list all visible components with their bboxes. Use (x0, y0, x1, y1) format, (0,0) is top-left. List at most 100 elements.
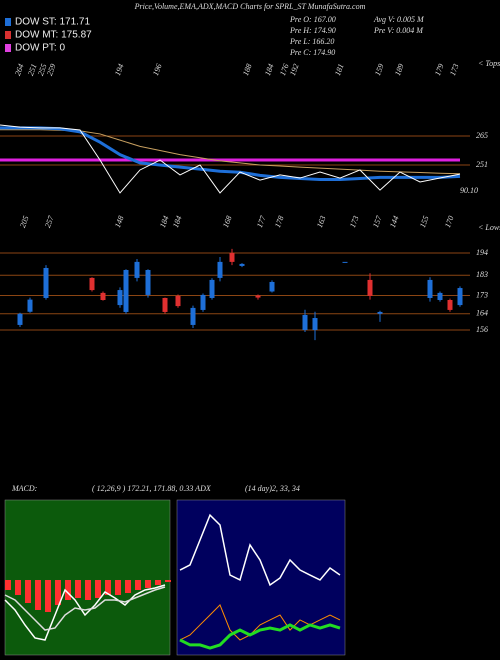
macd-bar (15, 580, 21, 595)
low-label: 257 (43, 214, 56, 229)
candle-body (134, 261, 140, 278)
top-label: 259 (45, 63, 58, 77)
axis-label: 194 (476, 248, 488, 257)
candle-body (43, 267, 49, 298)
axis-label: 265 (476, 131, 488, 140)
macd-bar (105, 580, 111, 595)
low-label: 148 (113, 215, 126, 229)
macd-params: ( 12,26,9 ) 172.21, 171.88, 0.33 ADX (92, 484, 212, 493)
candle-body (190, 307, 196, 325)
macd-bar (155, 580, 161, 585)
info-text: Pre C: 174.90 (289, 48, 335, 57)
candle-body (117, 290, 123, 306)
top-label: 264 (13, 63, 26, 77)
macd-line (4, 584, 166, 641)
candle-body (200, 294, 206, 310)
axis-label: 173 (476, 290, 488, 299)
axis-label: 164 (476, 309, 488, 318)
top-label: 181 (333, 63, 346, 77)
macd-bar (55, 580, 61, 605)
macd-bar (75, 580, 81, 598)
macd-bar (125, 580, 131, 593)
axis-label: 183 (476, 270, 488, 279)
candle-body (302, 315, 308, 330)
adx-line (179, 623, 341, 650)
candle-body (175, 295, 181, 307)
legend-swatch (5, 44, 11, 52)
top-label: 192 (288, 63, 301, 77)
low-label: 205 (18, 215, 31, 229)
top-label: 255 (36, 63, 49, 77)
macd-bar (25, 580, 31, 603)
candle-body (145, 270, 151, 295)
macd-bar (115, 580, 121, 595)
candle-body (377, 311, 383, 314)
candle-body (27, 299, 33, 312)
candle-body (209, 279, 215, 298)
candle-body (17, 313, 23, 325)
info-text: Avg V: 0.005 M (373, 15, 425, 24)
low-label: 177 (255, 214, 268, 229)
low-label: 168 (221, 215, 234, 229)
price-line (0, 126, 461, 181)
tops-label: < Tops (478, 59, 500, 68)
macd-label: MACD: (11, 484, 38, 493)
macd-bar (85, 580, 91, 600)
last-label: 90.10 (460, 186, 478, 195)
top-label: 194 (113, 63, 126, 77)
macd-bar (65, 580, 71, 600)
price-line (0, 124, 461, 194)
candle-body (437, 292, 443, 300)
top-label: 179 (433, 63, 446, 77)
low-label: 144 (388, 215, 401, 229)
chart-title: Price,Volume,EMA,ADX,MACD Charts for SPR… (134, 2, 366, 11)
candle-body (367, 279, 373, 296)
low-label: 184 (171, 215, 184, 229)
candle-body (89, 277, 95, 291)
axis-label: 251 (476, 160, 488, 169)
candle-body (217, 261, 223, 278)
macd-line (4, 586, 166, 631)
candle-body (269, 281, 275, 292)
low-label: 155 (418, 215, 431, 229)
low-label: 170 (443, 215, 456, 229)
lows-label: < Lows (478, 223, 500, 232)
macd-bar (135, 580, 141, 590)
top-label: 173 (448, 63, 461, 77)
macd-bar (95, 580, 101, 598)
adx-params: (14 day)2, 33, 34 (245, 484, 300, 493)
macd-bar (165, 580, 171, 582)
candle-body (457, 288, 463, 306)
adx-panel (176, 499, 346, 656)
macd-bar (5, 580, 11, 590)
candle-body (239, 263, 245, 266)
legend-label: DOW MT: 175.87 (15, 30, 92, 41)
low-label: 163 (315, 215, 328, 229)
axis-label: 156 (476, 325, 488, 334)
top-label: 251 (26, 63, 39, 77)
low-label: 173 (348, 215, 361, 229)
candle-body (447, 300, 453, 310)
macd-bar (35, 580, 41, 610)
top-label: 196 (151, 63, 164, 77)
macd-bar (145, 580, 151, 588)
info-text: Pre V: 0.004 M (373, 26, 424, 35)
info-text: Pre H: 174.90 (289, 26, 336, 35)
legend-swatch (5, 18, 11, 26)
candle-body (312, 318, 318, 330)
info-text: Pre L: 166.20 (289, 37, 334, 46)
candle-body (162, 297, 168, 312)
top-label: 176 (278, 63, 291, 77)
info-text: Pre O: 167.00 (289, 15, 336, 24)
top-label: 189 (393, 63, 406, 77)
adx-line (179, 513, 341, 587)
candle-body (427, 279, 433, 298)
candle-body (100, 292, 106, 300)
macd-panel (4, 499, 171, 656)
candle-body (229, 252, 235, 262)
candle-body (255, 295, 261, 298)
low-label: 184 (158, 215, 171, 229)
top-label: 188 (241, 63, 254, 77)
top-label: 159 (373, 63, 386, 77)
